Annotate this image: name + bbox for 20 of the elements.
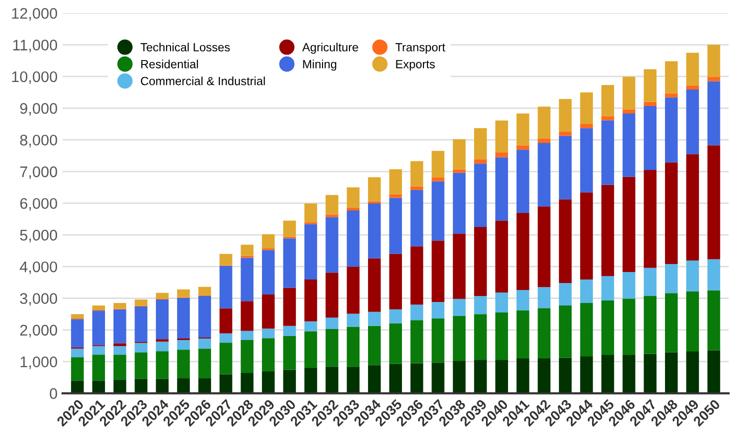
legend-label: Technical Losses (140, 42, 230, 52)
y-tick-label: 4,000 (20, 261, 58, 274)
y-tick-label: 8,000 (20, 134, 58, 148)
y-tick-label: 12,000 (12, 8, 58, 21)
legend-label: Commercial & Industrial (140, 76, 265, 86)
legend-label: Agriculture (302, 42, 358, 54)
y-tick-label: 11,000 (13, 40, 58, 52)
y-tick-label: 0 (50, 388, 58, 399)
legend-label: Mining (303, 60, 336, 71)
legend-label: Residential (141, 60, 198, 68)
y-tick-label: 5,000 (20, 230, 58, 242)
y-tick-label: 10,000 (12, 71, 58, 84)
y-tick-label: 3,000 (20, 293, 58, 306)
y-tick-label: 1,000 (20, 356, 58, 370)
legend-label: Exports (396, 60, 435, 71)
y-tick-label: 2,000 (20, 324, 58, 338)
y-tick-label: 7,000 (20, 166, 58, 180)
y-tick-label: 6,000 (20, 198, 58, 211)
y-tick-label: 9,000 (20, 103, 58, 116)
legend-label: Transport (395, 43, 446, 54)
